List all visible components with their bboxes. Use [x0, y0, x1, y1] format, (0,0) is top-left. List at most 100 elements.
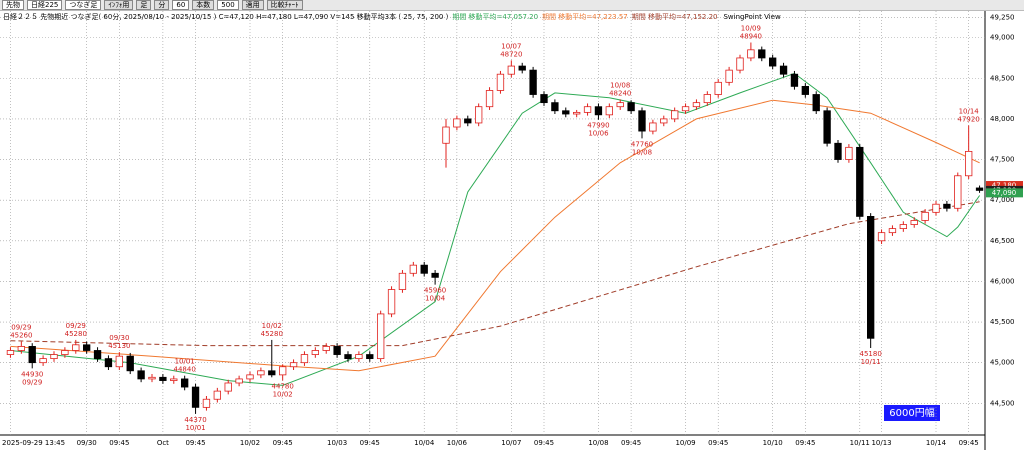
x-tick-label: 10/14	[926, 439, 947, 447]
candle-body	[725, 69, 733, 83]
candle-body	[431, 272, 439, 278]
candle-body	[17, 346, 25, 351]
swing-price: 47920	[958, 115, 980, 123]
swing-price: 44370	[184, 416, 206, 424]
info-tail: SwingPoint View	[723, 13, 780, 21]
swing-price: 47990	[587, 122, 609, 130]
candle-body	[823, 110, 831, 144]
compare-button[interactable]: 比較ﾁｬｰﾄ	[266, 0, 303, 10]
candle-body	[616, 102, 624, 108]
ma-info: 期間 移動平均=47,223.57	[542, 12, 628, 21]
price-box-label: 47,090	[992, 189, 1017, 197]
swing-date: 09/29	[66, 322, 86, 330]
candle-body	[627, 102, 635, 112]
x-tick-label: 10/04	[414, 439, 435, 447]
candle-body	[779, 65, 788, 75]
toolbar: 先物 日経225 つなぎ足 ｲﾝﾌｫ用 足 分 60 本数 500 適用 比較ﾁ…	[0, 0, 1024, 11]
candle-body	[605, 106, 613, 116]
candle-body	[148, 376, 156, 380]
moving-average-line	[10, 72, 981, 386]
y-tick-label: 47,500	[990, 156, 1015, 164]
price-box	[986, 188, 1023, 198]
count-input[interactable]: 500	[217, 0, 239, 10]
candle-body	[692, 102, 701, 108]
swing-date: 10/08	[632, 148, 652, 156]
interval-input[interactable]: 60	[172, 0, 190, 10]
x-tick-label: 09:45	[534, 439, 554, 447]
count-label: 本数	[192, 0, 215, 10]
candle-body	[104, 358, 113, 368]
candle-body	[485, 90, 494, 108]
y-tick-label: 47,000	[990, 196, 1015, 204]
swing-price: 44930	[21, 370, 43, 378]
bar-button[interactable]: 足	[136, 0, 152, 10]
candle-body	[235, 378, 243, 384]
chart-background	[0, 11, 1024, 450]
candle-body	[442, 126, 450, 144]
candle-body	[180, 378, 189, 388]
x-tick-label: 2025-09-29 13:45	[2, 439, 65, 447]
candle-body	[115, 355, 123, 368]
x-tick-label: 10/02	[240, 439, 260, 447]
candle-body	[660, 118, 668, 124]
info-button[interactable]: ｲﾝﾌｫ用	[104, 0, 134, 10]
swing-price: 48940	[740, 33, 762, 41]
candle-body	[344, 354, 352, 360]
swing-price: 47760	[631, 140, 653, 148]
candle-body	[137, 370, 145, 380]
x-tick-label: 10/11	[850, 439, 870, 447]
apply-button[interactable]: 適用	[241, 0, 264, 10]
x-tick-label: 09:45	[109, 439, 129, 447]
minute-button[interactable]: 分	[154, 0, 170, 10]
price-box	[986, 181, 1023, 191]
swing-date: 10/07	[501, 42, 521, 50]
symbol-select[interactable]: 先物	[2, 0, 24, 10]
candle-body	[72, 344, 80, 351]
candle-body	[278, 366, 287, 376]
y-tick-label: 49,250	[990, 13, 1015, 21]
candle-body	[322, 346, 330, 351]
candle-body	[464, 118, 472, 124]
swing-date: 10/04	[425, 295, 446, 303]
candle-body	[932, 203, 940, 213]
candle-body	[28, 346, 36, 364]
candle-body	[888, 228, 897, 234]
candle-body	[387, 289, 396, 315]
candle-body	[551, 102, 559, 112]
candle-body	[954, 175, 962, 209]
candle-body	[812, 94, 820, 112]
ma-info: 期間 移動平均=47,152.20	[632, 12, 718, 21]
candle-body	[159, 376, 167, 381]
x-tick-label: 10/08	[588, 439, 608, 447]
y-tick-label: 45,000	[990, 359, 1015, 367]
candle-body	[790, 73, 799, 87]
swing-date: 09/29	[22, 378, 42, 386]
candle-body	[758, 49, 766, 59]
swing-price: 45960	[424, 287, 446, 295]
candle-body	[736, 57, 744, 71]
x-tick-label: 10/09	[675, 439, 695, 447]
candle-body	[899, 224, 907, 229]
candle-body	[845, 146, 853, 160]
candle-body	[409, 264, 418, 274]
candle-body	[540, 94, 548, 104]
candle-body	[583, 106, 592, 113]
y-tick-label: 49,000	[990, 34, 1015, 42]
swing-date: 10/02	[273, 391, 293, 399]
y-tick-label: 46,000	[990, 277, 1015, 285]
index-select[interactable]: 日経225	[27, 0, 63, 10]
y-tick-label: 45,500	[990, 318, 1015, 326]
candle-body	[769, 57, 777, 67]
candle-body	[877, 232, 886, 242]
bar-type-select[interactable]: つなぎ足	[65, 0, 102, 10]
candle-body	[638, 110, 646, 132]
candle-body	[398, 272, 407, 290]
x-tick-label: 10/06	[447, 439, 468, 447]
candle-body	[681, 106, 690, 112]
x-tick-label: 09:45	[795, 439, 815, 447]
x-tick-label: 10/03	[327, 439, 347, 447]
candle-body	[376, 313, 385, 360]
candle-body	[213, 390, 221, 400]
candle-body	[289, 362, 298, 368]
